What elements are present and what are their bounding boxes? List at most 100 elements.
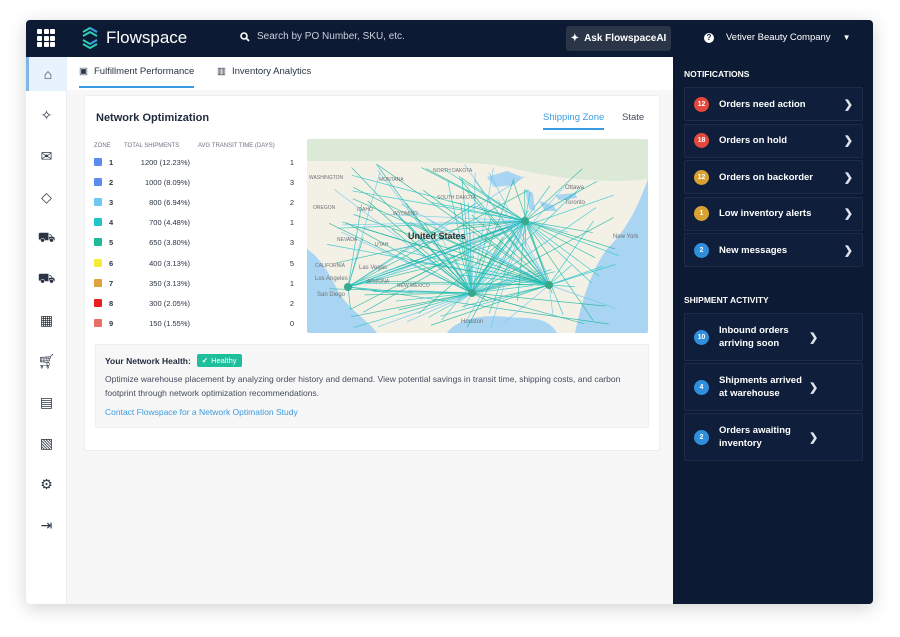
count-badge: 12 (694, 96, 709, 112)
shipment-route-line (471, 214, 550, 286)
shipment-route-line (386, 220, 526, 252)
item-label: Orders awaiting inventory (719, 425, 791, 449)
shipment-route-line (395, 292, 473, 302)
sparkles-icon: ✦ (570, 33, 580, 44)
shipment-route-line (459, 177, 550, 286)
sidebar-item-cart[interactable]: 🛒︎ (26, 344, 67, 378)
notifications-item[interactable]: 12 Orders on backorder ❯ (684, 160, 863, 194)
sidebar-item-report[interactable]: ▧ (26, 426, 67, 460)
toggle-shipping-zone[interactable]: Shipping Zone (543, 112, 605, 130)
shipment-route-line (524, 220, 600, 277)
item-label: Orders on hold (719, 135, 788, 146)
canada-region (307, 139, 648, 181)
shipping-map[interactable]: WASHINGTON MONTANA OREGON IDAHO WYOMING NEVAD… (307, 139, 648, 333)
tab-inventory-analytics[interactable]: ▥ Inventory Analytics (217, 66, 311, 77)
chevron-right-icon: ❯ (843, 98, 853, 111)
transit-cell: 3 (289, 177, 294, 187)
sidebar-item-invoice[interactable]: ▤ (26, 385, 67, 419)
shipments-cell: 150 (1.55%) (149, 319, 190, 329)
apps-grid-icon[interactable] (37, 29, 55, 47)
shipment-route-line (456, 274, 550, 286)
sidebar-item-delivery-truck[interactable]: ⛟ (26, 221, 67, 255)
warehouse-hub-marker[interactable] (545, 281, 553, 289)
shipments-cell: 400 (3.13%) (149, 258, 190, 268)
atlantic-ocean (575, 179, 648, 333)
warehouse-hub-marker[interactable] (521, 217, 529, 225)
shipment-route-line (350, 292, 473, 318)
sidebar-item-mail[interactable]: ✉ (26, 139, 67, 173)
notifications-item[interactable]: 1 Low inventory alerts ❯ (684, 196, 863, 231)
map-label: CALIFORNIA (315, 263, 346, 269)
delivery-truck-icon: ⛟ (37, 228, 56, 245)
sidebar-item-gear[interactable]: ⚙ (26, 467, 67, 501)
shipments-cell: 1200 (12.23%) (140, 157, 190, 167)
gear-icon: ⚙ (40, 475, 53, 492)
shipment-route-line (447, 181, 473, 294)
company-selector[interactable]: ? Vetiver Beauty Company ▼ (704, 32, 850, 43)
sidebar-item-warehouse[interactable]: ▦ (26, 303, 67, 337)
map-label: NEW MEXICO (397, 283, 430, 289)
search-input[interactable]: Search by PO Number, SKU, etc. (240, 31, 405, 42)
toggle-state[interactable]: State (622, 112, 645, 123)
zone-number: 9 (109, 319, 114, 329)
notifications-item[interactable]: 18 Orders on hold ❯ (684, 123, 863, 158)
zone-cell: 1 (94, 152, 124, 172)
logo[interactable]: Flowspace (80, 27, 187, 49)
network-optimization-card: Network Optimization Shipping Zone State… (84, 95, 660, 451)
map-label: WYOMING (393, 211, 418, 217)
count-badge: 18 (694, 133, 709, 148)
map-label: NEVADA (337, 237, 358, 243)
shipment-route-line (430, 201, 526, 222)
shipment-route-line (347, 189, 529, 288)
transit-cell: 2 (289, 197, 294, 207)
count-badge: 2 (694, 429, 709, 445)
shipment-route-line (382, 213, 526, 222)
zone-table: ZONE TOTAL SHIPMENTS AVG TRANSIT TIME (D… (94, 140, 294, 334)
shipment-route-line (461, 178, 473, 294)
sidebar-item-logout[interactable]: ⇥ (26, 508, 67, 542)
ask-flowspace-ai-button[interactable]: ✦ Ask FlowspaceAI (566, 26, 671, 51)
chevron-right-icon: ❯ (843, 135, 853, 147)
map-label: San Diego (317, 292, 346, 298)
notifications-item[interactable]: 12 Orders need action ❯ (684, 87, 863, 121)
mail-icon: ✉ (40, 147, 53, 164)
tab-label: Fulfillment Performance (93, 66, 195, 77)
shipment-route-line (347, 204, 362, 288)
company-name: Vetiver Beauty Company (726, 32, 831, 43)
shipment-route-line (524, 220, 593, 233)
sidebar-item-tag[interactable]: ◇ (26, 180, 67, 214)
zone-row: 4 700 (4.48%) 1 (94, 213, 294, 233)
zone-color-swatch (94, 258, 102, 267)
shipment-route-line (524, 220, 568, 233)
transit-cell: 1 (289, 218, 294, 228)
sidebar-item-sparkles[interactable]: ✧ (26, 98, 67, 132)
shipment-route-line (407, 223, 473, 294)
tab-fulfillment-performance[interactable]: ▣ Fulfillment Performance (79, 66, 195, 88)
chevron-right-icon: ❯ (843, 171, 853, 184)
zone-cell: 4 (94, 213, 124, 233)
col-avg-transit: AVG TRANSIT TIME (DAYS) (198, 143, 275, 149)
shipment-route-line (342, 221, 550, 286)
sidebar-item-shipping-truck[interactable]: ⛟ (26, 262, 67, 296)
top-bar: Flowspace Search by PO Number, SKU, etc.… (26, 20, 873, 57)
health-status: Healthy (211, 356, 237, 365)
zone-color-swatch (94, 197, 102, 206)
zone-number: 5 (109, 238, 114, 248)
ask-label: Ask FlowspaceAI (584, 33, 667, 44)
shipment_activity-item[interactable]: 4 Shipments arrived at warehouse ❯ (684, 363, 863, 411)
search-icon (240, 31, 250, 42)
warehouse-hub-marker[interactable] (468, 289, 476, 297)
notifications-item[interactable]: 2 New messages ❯ (684, 233, 863, 267)
transit-cell: 3 (289, 238, 294, 248)
shipment_activity-item[interactable]: 2 Orders awaiting inventory ❯ (684, 413, 863, 461)
shipments-cell: 1000 (8.09%) (144, 177, 190, 187)
shipment-route-line (410, 244, 473, 294)
shipment-route-line (471, 292, 606, 307)
right-panel: NOTIFICATIONS SHIPMENT ACTIVITY 12 Orders… (673, 57, 873, 604)
shipment-route-line (524, 220, 526, 247)
shipment-route-line (548, 284, 616, 309)
shipment_activity-item[interactable]: 10 Inbound orders arriving soon ❯ (684, 313, 863, 361)
sidebar-item-home[interactable]: ⌂ (26, 57, 67, 91)
help-icon[interactable]: ? (704, 32, 714, 43)
contact-study-link[interactable]: Contact Flowspace for a Network Optimati… (105, 407, 298, 417)
